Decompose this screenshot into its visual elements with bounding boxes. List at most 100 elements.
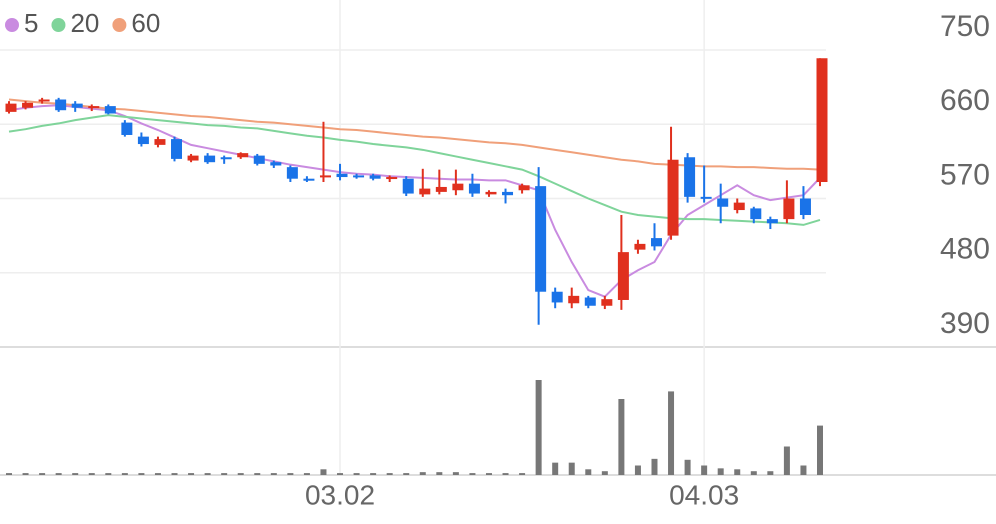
- candle-body: [650, 238, 662, 247]
- candle-body: [38, 99, 50, 102]
- volume-bar: [337, 473, 344, 475]
- y-tick-label: 570: [940, 158, 990, 191]
- volume-bar: [651, 458, 658, 475]
- candle-body: [187, 155, 199, 161]
- volume-bar: [568, 462, 575, 475]
- volume-bar: [188, 473, 195, 475]
- candle-body: [468, 183, 480, 194]
- volume-bar: [750, 471, 757, 475]
- x-tick-label: 03.02: [305, 479, 375, 510]
- volume-bar: [601, 471, 608, 475]
- candle-body: [303, 178, 315, 181]
- volume-bar: [783, 446, 790, 475]
- candle-body: [518, 185, 530, 191]
- candle-body: [684, 157, 696, 197]
- legend-label: 20: [70, 8, 99, 38]
- volume-bar: [39, 473, 46, 475]
- candle-body: [435, 186, 447, 192]
- volume-bar: [303, 473, 310, 475]
- candle-body: [402, 178, 414, 194]
- y-tick-label: 390: [940, 307, 990, 340]
- volume-bar: [121, 473, 128, 475]
- candle-body: [485, 191, 497, 195]
- volume-bar: [403, 473, 410, 475]
- candle-body: [336, 173, 348, 178]
- candle-body: [733, 202, 745, 211]
- candle-body: [204, 155, 216, 163]
- volume-bar: [618, 399, 625, 475]
- volume-bar: [171, 473, 178, 475]
- volume-bar: [519, 473, 526, 475]
- volume-bar: [684, 459, 691, 475]
- candle-body: [88, 106, 100, 109]
- legend-label: 5: [24, 8, 38, 38]
- volume-bar: [485, 473, 492, 475]
- candle-body: [551, 291, 563, 303]
- candle-body: [617, 252, 629, 300]
- candle-body: [5, 103, 17, 112]
- volume-bar: [105, 473, 112, 475]
- volume-bar: [237, 473, 244, 475]
- candle-body: [319, 175, 331, 178]
- candle-body: [667, 159, 679, 236]
- candle-body: [270, 162, 282, 166]
- volume-bar: [320, 469, 327, 475]
- candle-body: [369, 175, 381, 179]
- volume-bar: [221, 473, 228, 475]
- candle-body: [568, 295, 580, 304]
- candle-body: [71, 103, 83, 108]
- candle-body: [601, 299, 613, 306]
- volume-bar: [370, 473, 377, 475]
- volume-bar: [138, 473, 145, 475]
- volume-bar: [254, 473, 261, 475]
- volume-bar: [585, 469, 592, 475]
- volume-bar: [22, 473, 29, 475]
- candle-body: [154, 139, 166, 145]
- candle-body: [700, 196, 712, 199]
- candle-body: [717, 198, 729, 207]
- volume-bar: [734, 469, 741, 475]
- volume-bar: [72, 473, 79, 475]
- candle-body: [419, 188, 431, 195]
- candle-body: [121, 122, 133, 135]
- candle-body: [502, 191, 514, 196]
- candle-body: [55, 99, 67, 111]
- candle-body: [816, 58, 828, 182]
- candle-body: [783, 198, 795, 220]
- candle-body: [766, 219, 778, 224]
- candle-body: [137, 136, 149, 145]
- volume-bar: [204, 473, 211, 475]
- ma-line: [8, 114, 821, 226]
- legend-label: 60: [131, 8, 160, 38]
- volume-bar: [55, 473, 62, 475]
- candle-body: [634, 243, 646, 250]
- volume-bar: [717, 468, 724, 475]
- candle-body: [750, 208, 762, 220]
- volume-bar: [386, 473, 393, 475]
- volume-bar: [502, 473, 509, 475]
- volume-bar: [767, 471, 774, 475]
- legend-swatch: [112, 18, 127, 32]
- candle-body: [171, 139, 183, 159]
- volume-bar: [701, 465, 708, 475]
- volume-bar: [634, 465, 641, 475]
- volume-bar: [154, 473, 161, 475]
- candle-body: [386, 177, 398, 180]
- candle-body: [584, 297, 596, 306]
- legend-swatch: [5, 18, 19, 32]
- candle-body: [353, 175, 365, 178]
- y-tick-label: 480: [940, 233, 990, 266]
- volume-bar: [436, 472, 443, 475]
- candle-body: [237, 153, 249, 158]
- volume-bar: [6, 473, 12, 475]
- candle-body: [535, 186, 547, 292]
- volume-bar: [469, 473, 476, 475]
- volume-bar: [287, 473, 294, 475]
- volume-bar: [535, 380, 542, 475]
- volume-bar: [668, 391, 675, 475]
- volume-bar: [817, 425, 823, 475]
- candle-body: [799, 198, 811, 215]
- volume-bar: [270, 473, 277, 475]
- candle-body: [104, 106, 116, 114]
